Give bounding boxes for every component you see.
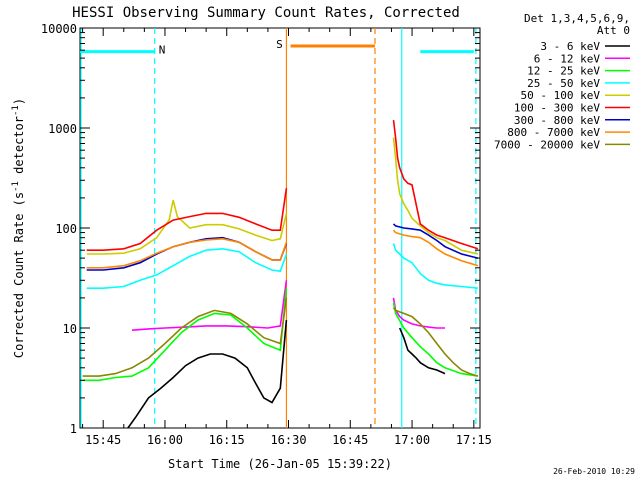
series-line-8-1 xyxy=(392,307,479,377)
legend-label-2: 12 - 25 keV xyxy=(527,65,600,78)
y-axis-label-end: ) xyxy=(12,98,26,105)
series-line-7-0 xyxy=(86,237,288,269)
legend-label-0: 3 - 6 keV xyxy=(540,40,600,53)
x-tick-label-2: 16:15 xyxy=(209,433,245,447)
x-tick-label-0: 15:45 xyxy=(85,433,121,447)
legend-header-line2: Att 0 xyxy=(597,24,630,37)
legend-label-8: 7000 - 20000 keV xyxy=(494,138,600,151)
series-line-7-1 xyxy=(392,229,479,267)
series-line-5-0 xyxy=(86,188,288,251)
y-tick-label-1: 10 xyxy=(63,322,77,336)
state-bar-label-S: S xyxy=(276,38,283,51)
y-axis-ticks: 1 10 100 1000 10000 xyxy=(41,22,480,436)
legend-label-4: 50 - 100 keV xyxy=(521,89,601,102)
series-line-8-0 xyxy=(82,297,288,377)
y-axis-label-sup2: -1 xyxy=(11,105,21,116)
series-line-2-1 xyxy=(392,302,479,377)
legend-label-7: 800 - 7000 keV xyxy=(507,126,600,139)
state-bar-label-N: N xyxy=(159,44,166,57)
series-line-5-1 xyxy=(392,120,479,250)
x-axis-label: Start Time (26-Jan-05 15:39:22) xyxy=(168,457,392,471)
series-line-0-0 xyxy=(127,320,288,429)
series-group xyxy=(82,120,479,429)
legend-label-5: 100 - 300 keV xyxy=(514,102,600,115)
series-line-3-0 xyxy=(86,247,288,290)
y-axis-label-main: Corrected Count Rate (s xyxy=(12,192,26,358)
series-line-2-0 xyxy=(82,288,288,382)
y-axis-label-mid: detector xyxy=(12,116,26,181)
series-line-1-1 xyxy=(392,297,445,329)
series-line-1-0 xyxy=(131,280,288,331)
y-tick-label-3: 1000 xyxy=(48,122,77,136)
x-tick-label-6: 17:15 xyxy=(456,433,492,447)
x-tick-label-1: 16:00 xyxy=(147,433,183,447)
series-line-3-1 xyxy=(392,243,478,289)
timestamp: 26-Feb-2010 10:29 xyxy=(553,467,635,476)
legend-header-line1: Det 1,3,4,5,6,9, xyxy=(524,12,630,25)
y-axis-label: Corrected Count Rate (s-1 detector-1) xyxy=(11,98,26,358)
y-axis-label-sup1: -1 xyxy=(11,181,21,192)
legend-label-1: 6 - 12 keV xyxy=(534,52,601,65)
series-line-4-1 xyxy=(392,137,479,255)
vertical-markers xyxy=(80,28,477,428)
x-tick-label-5: 17:00 xyxy=(394,433,430,447)
x-tick-label-4: 16:45 xyxy=(332,433,368,447)
series-line-4-0 xyxy=(86,199,288,255)
y-tick-label-4: 10000 xyxy=(41,22,77,36)
x-tick-label-3: 16:30 xyxy=(270,433,306,447)
series-line-6-1 xyxy=(392,223,479,259)
series-line-0-1 xyxy=(398,327,446,375)
y-tick-label-0: 1 xyxy=(70,422,77,436)
x-axis-ticks: 15:45 16:00 16:15 16:30 16:45 17:00 17:15 xyxy=(82,28,492,447)
y-tick-label-2: 100 xyxy=(55,222,77,236)
legend-label-3: 25 - 50 keV xyxy=(527,77,600,90)
chart-title: HESSI Observing Summary Count Rates, Cor… xyxy=(72,5,460,21)
legend-label-6: 300 - 800 keV xyxy=(514,114,600,127)
